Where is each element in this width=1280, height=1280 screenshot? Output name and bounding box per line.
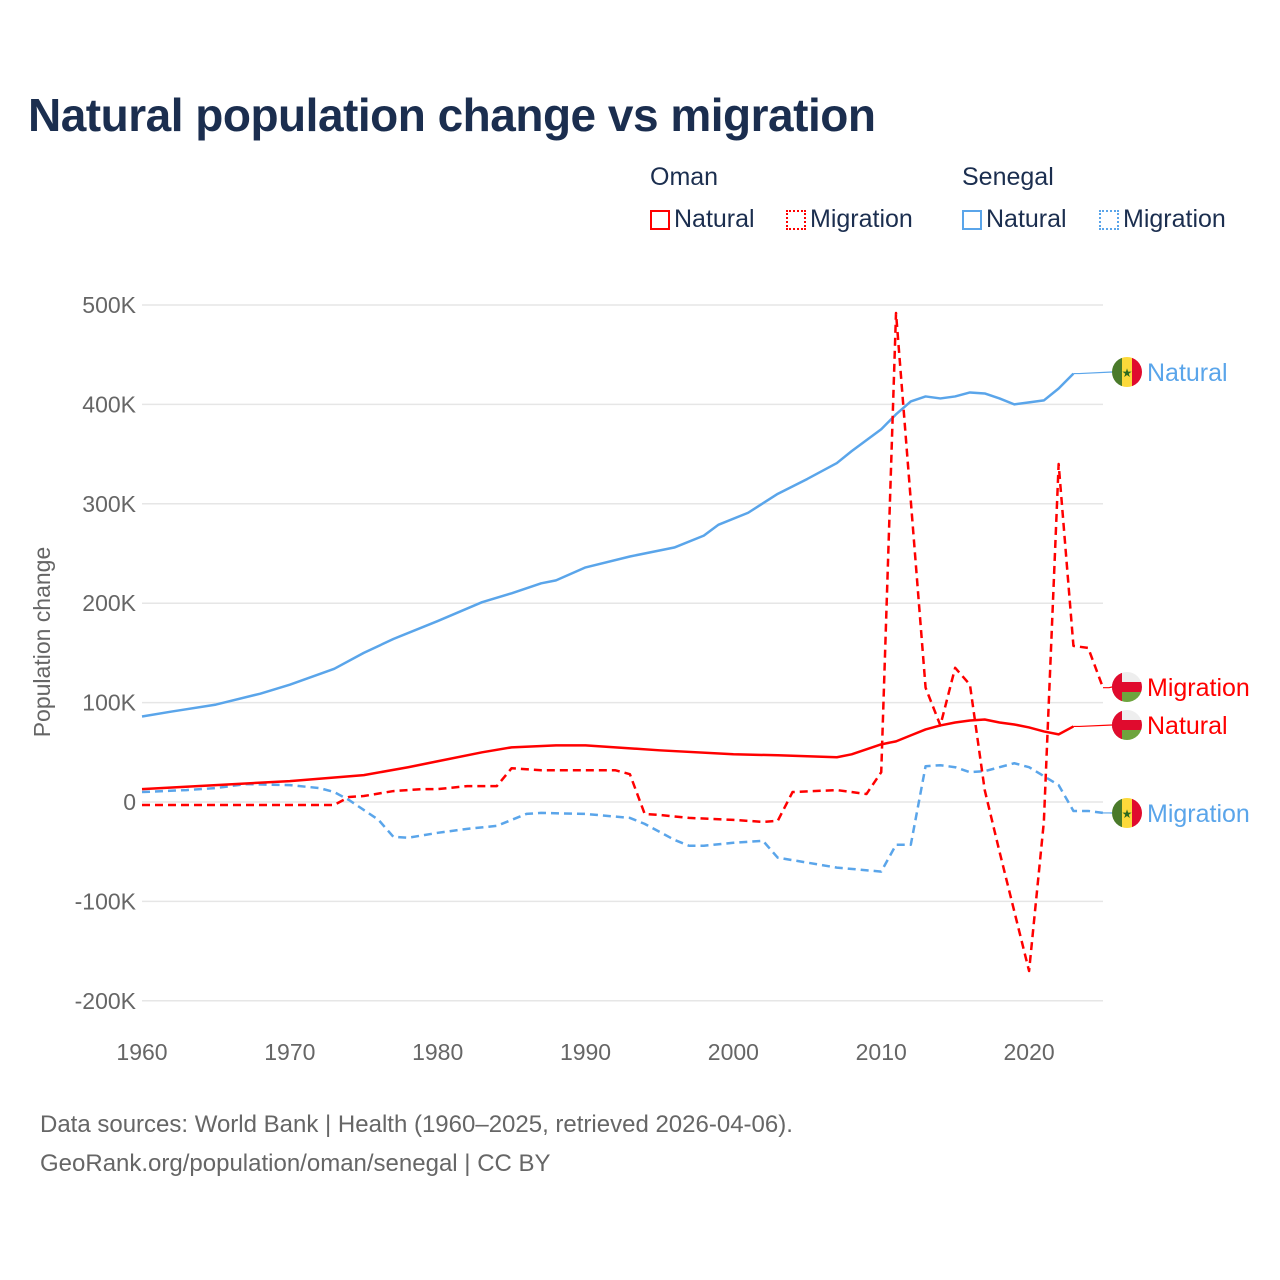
- legend-oman-migration[interactable]: Migration: [786, 205, 913, 234]
- series-end-label: Migration: [1147, 674, 1250, 702]
- series-end-label: Migration: [1147, 800, 1250, 828]
- legend-label: Natural: [674, 205, 755, 233]
- legend-label: Migration: [810, 205, 913, 233]
- series-line-oman-migration[interactable]: [142, 311, 1105, 973]
- svg-text:★: ★: [1122, 366, 1133, 380]
- series-end-label: Natural: [1147, 359, 1228, 387]
- x-tick-label: 2010: [856, 1039, 907, 1065]
- legend-senegal-migration[interactable]: Migration: [1099, 205, 1226, 234]
- legend-label: Migration: [1123, 205, 1226, 233]
- y-tick-label: 100K: [82, 690, 136, 716]
- legend-label: Natural: [986, 205, 1067, 233]
- y-tick-label: 200K: [82, 590, 136, 616]
- oman-flag-icon: [1112, 672, 1142, 702]
- series-line-senegal-migration[interactable]: [141, 761, 1104, 873]
- y-tick-label: -100K: [75, 888, 137, 914]
- legend-senegal-natural[interactable]: Natural: [962, 205, 1067, 234]
- y-tick-label: 500K: [82, 292, 136, 318]
- source-note: Data sources: World Bank | Health (1960–…: [40, 1111, 793, 1138]
- footer: Data sources: World Bank | Health (1960–…: [40, 1105, 793, 1183]
- y-tick-label: 0: [123, 789, 136, 815]
- series-end-label: Natural: [1147, 712, 1228, 740]
- y-axis-label: Population change: [29, 547, 55, 738]
- oman-flag-icon: [1112, 710, 1142, 740]
- senegal-flag-icon: ★: [1112, 357, 1142, 387]
- solid-swatch-icon: [650, 210, 670, 230]
- series-line-oman-natural[interactable]: [141, 718, 1075, 791]
- y-tick-label: -200K: [75, 988, 137, 1014]
- legend-group-oman: Oman: [650, 163, 719, 191]
- x-tick-label: 2020: [1003, 1039, 1054, 1065]
- dotted-swatch-icon: [786, 210, 806, 230]
- label-connector: [1073, 371, 1113, 375]
- legend-group-senegal: Senegal: [962, 163, 1054, 191]
- label-connector: [1103, 686, 1113, 689]
- legend-oman-natural[interactable]: Natural: [650, 205, 755, 234]
- x-tick-label: 1970: [264, 1039, 315, 1065]
- x-tick-label: 1980: [412, 1039, 463, 1065]
- series-line-senegal-natural[interactable]: [141, 372, 1075, 718]
- label-connector: [1073, 724, 1113, 728]
- y-tick-label: 300K: [82, 491, 136, 517]
- chart-title: Natural population change vs migration: [28, 89, 876, 141]
- x-tick-label: 1960: [116, 1039, 167, 1065]
- x-tick-label: 2000: [708, 1039, 759, 1065]
- x-tick-label: 1990: [560, 1039, 611, 1065]
- dotted-swatch-icon: [1099, 210, 1119, 230]
- source-link[interactable]: GeoRank.org/population/oman/senegal | CC…: [40, 1150, 551, 1177]
- senegal-flag-icon: ★: [1112, 798, 1142, 828]
- svg-text:★: ★: [1122, 807, 1133, 821]
- solid-swatch-icon: [962, 210, 982, 230]
- y-tick-label: 400K: [82, 391, 136, 417]
